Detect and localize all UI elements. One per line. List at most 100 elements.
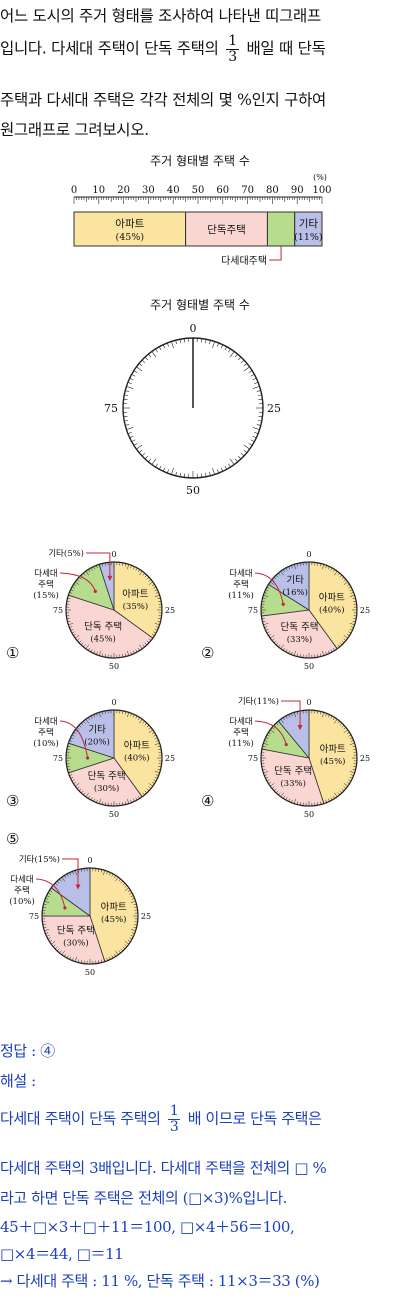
option-1-tick (154, 628, 158, 631)
empty-pie-tick (148, 458, 152, 463)
option-2-tick (325, 651, 327, 655)
option-1-out-label-2: 다세대 (34, 569, 57, 579)
option-1-chart[interactable]: 0 25 50 75 아파트(35%)단독 주택(45%) 기타(5%) 다세대주택(15%… (0, 540, 200, 690)
option-3-out-label-1: 다세대 (34, 717, 57, 727)
option-5-tick (80, 868, 82, 872)
empty-pie-label-75: 75 (104, 402, 118, 415)
option-2-tick (339, 642, 343, 646)
option-5-tick (47, 937, 51, 940)
fraction-denominator: 3 (228, 49, 237, 65)
option-4-tick (280, 792, 284, 797)
empty-pie: 0 25 50 75 (104, 322, 281, 497)
option-2-in-pct-1: (40%) (319, 605, 345, 616)
option-2-tick (339, 574, 343, 578)
option-3-tick (69, 774, 73, 776)
option-5-tick (52, 944, 56, 947)
option-2-tick (270, 581, 275, 585)
option-5-tick (130, 900, 136, 903)
option-4-group: 0 25 50 75 아파트(45%) 단독 주택(33%) 기타(11%) 다세대주택(11… (228, 696, 370, 819)
option-4-tick (291, 713, 293, 717)
empty-pie-tick (133, 443, 138, 446)
option-2-tick (332, 569, 335, 573)
option-5-label-50: 50 (85, 968, 95, 977)
question-line-1: 어느 도시의 주거 형태를 조사하여 나타낸 띠그래프 (0, 7, 321, 25)
option-3-tick (146, 788, 150, 792)
option-5-tick (111, 873, 114, 877)
option-3-in-label-1: 아파트 (124, 741, 150, 752)
option-3-tick (75, 783, 80, 787)
option-3-tick (90, 715, 93, 719)
option-1-tick (90, 649, 93, 653)
option-2-tick (343, 638, 347, 641)
option-4-tick (268, 781, 272, 784)
option-4-in-label-1: 아파트 (320, 744, 346, 755)
option-4-chart[interactable]: 0 25 50 75 아파트(45%) 단독 주택(33%) 기타(11%) 다세대주택(11… (195, 688, 400, 838)
option-3-tick (85, 719, 89, 724)
option-1-tick (135, 649, 138, 653)
empty-pie-tick (205, 339, 207, 344)
option-1-out-label-2-b: 주택 (38, 579, 54, 590)
option-5-chart[interactable]: 0 25 50 75 아파트(45%) 단독 주택(30%) 기타(15%) 다세대주택(10… (0, 826, 200, 996)
option-5-tick (118, 878, 121, 882)
option-2-chart[interactable]: 0 25 50 75 아파트(40%)단독 주택(33%) 기타(16%) 다세대주택(11… (195, 540, 400, 690)
option-4-out-label-2-c: (11%) (228, 738, 254, 749)
option-4-tick (293, 798, 296, 804)
empty-pie-tick (243, 363, 248, 367)
option-3-tick (135, 797, 138, 801)
empty-pie-tick (159, 465, 162, 470)
question-line-2-pre: 입니다. 다세대 주택이 단독 주택의 (0, 39, 219, 58)
question-line-2-post: 배일 때 단독 (246, 39, 326, 58)
band-segment-label-1: 아파트 (115, 218, 144, 230)
option-2-tick (327, 650, 330, 654)
option-4-tick (330, 797, 333, 801)
option-3-tick (132, 798, 135, 802)
option-5-tick (56, 948, 60, 952)
option-3-tick (154, 737, 158, 740)
option-2-tick (270, 635, 275, 639)
option-5-out-label-1: 기타(15%) (19, 854, 60, 865)
option-4-label-25: 25 (360, 754, 370, 763)
option-1-tick (137, 647, 140, 651)
explanation-line-6: → 다세대 주택 : 11 %, 단독 주택 : 11×3＝33 (%) (0, 1272, 320, 1290)
option-3-chart[interactable]: 0 25 50 75 아파트(40%) 단독 주택(30%) 기타(20%) 다세대주택(10… (0, 688, 200, 838)
option-5-tick (108, 872, 111, 876)
option-4-tick (296, 801, 299, 805)
option-1-tick (132, 650, 135, 654)
explanation-line-4: 45＋□×3＋□＋11＝100, □×4＋56＝100, (0, 1218, 295, 1236)
empty-pie-tick (155, 348, 158, 353)
option-4-tick (346, 781, 350, 784)
option-3-tick (73, 781, 77, 784)
empty-pie-tick (125, 424, 130, 426)
option-5-tick (130, 895, 134, 898)
option-2-tick (346, 584, 350, 587)
option-4-tick (352, 768, 356, 771)
option-4-tick (322, 798, 325, 804)
empty-pie-tick (127, 432, 132, 435)
option-4-in-pct-1: (45%) (320, 756, 346, 767)
option-2-tick (341, 640, 345, 644)
option-3-tick (122, 802, 124, 806)
option-5-group: 0 25 50 75 아파트(45%) 단독 주택(30%) 기타(15%) 다세대주택(10… (9, 854, 151, 977)
empty-pie-tick (124, 420, 129, 422)
option-5-tick (43, 926, 47, 929)
option-4-tick (268, 732, 272, 735)
option-4-tick (263, 742, 269, 745)
option-4-tick (348, 779, 352, 782)
option-5-tick (129, 937, 133, 940)
option-5-tick (103, 956, 106, 962)
option-4-tick (278, 720, 281, 724)
band-tick-label-80: 80 (266, 185, 279, 196)
option-4-tick (348, 734, 352, 737)
empty-pie-tick (125, 390, 130, 392)
band-segments (73, 211, 323, 247)
option-1-label-25: 25 (165, 606, 175, 615)
band-tick-label-70: 70 (241, 185, 254, 196)
option-2-tick (288, 566, 291, 570)
option-3-tick (78, 788, 82, 792)
option-5-label-0: 0 (87, 856, 92, 865)
option-2-in-pct-2: (33%) (287, 634, 313, 645)
option-4-tick (349, 771, 355, 774)
option-2-tick (293, 564, 296, 570)
option-3-tick (104, 802, 106, 806)
option-2-tick (337, 572, 340, 576)
